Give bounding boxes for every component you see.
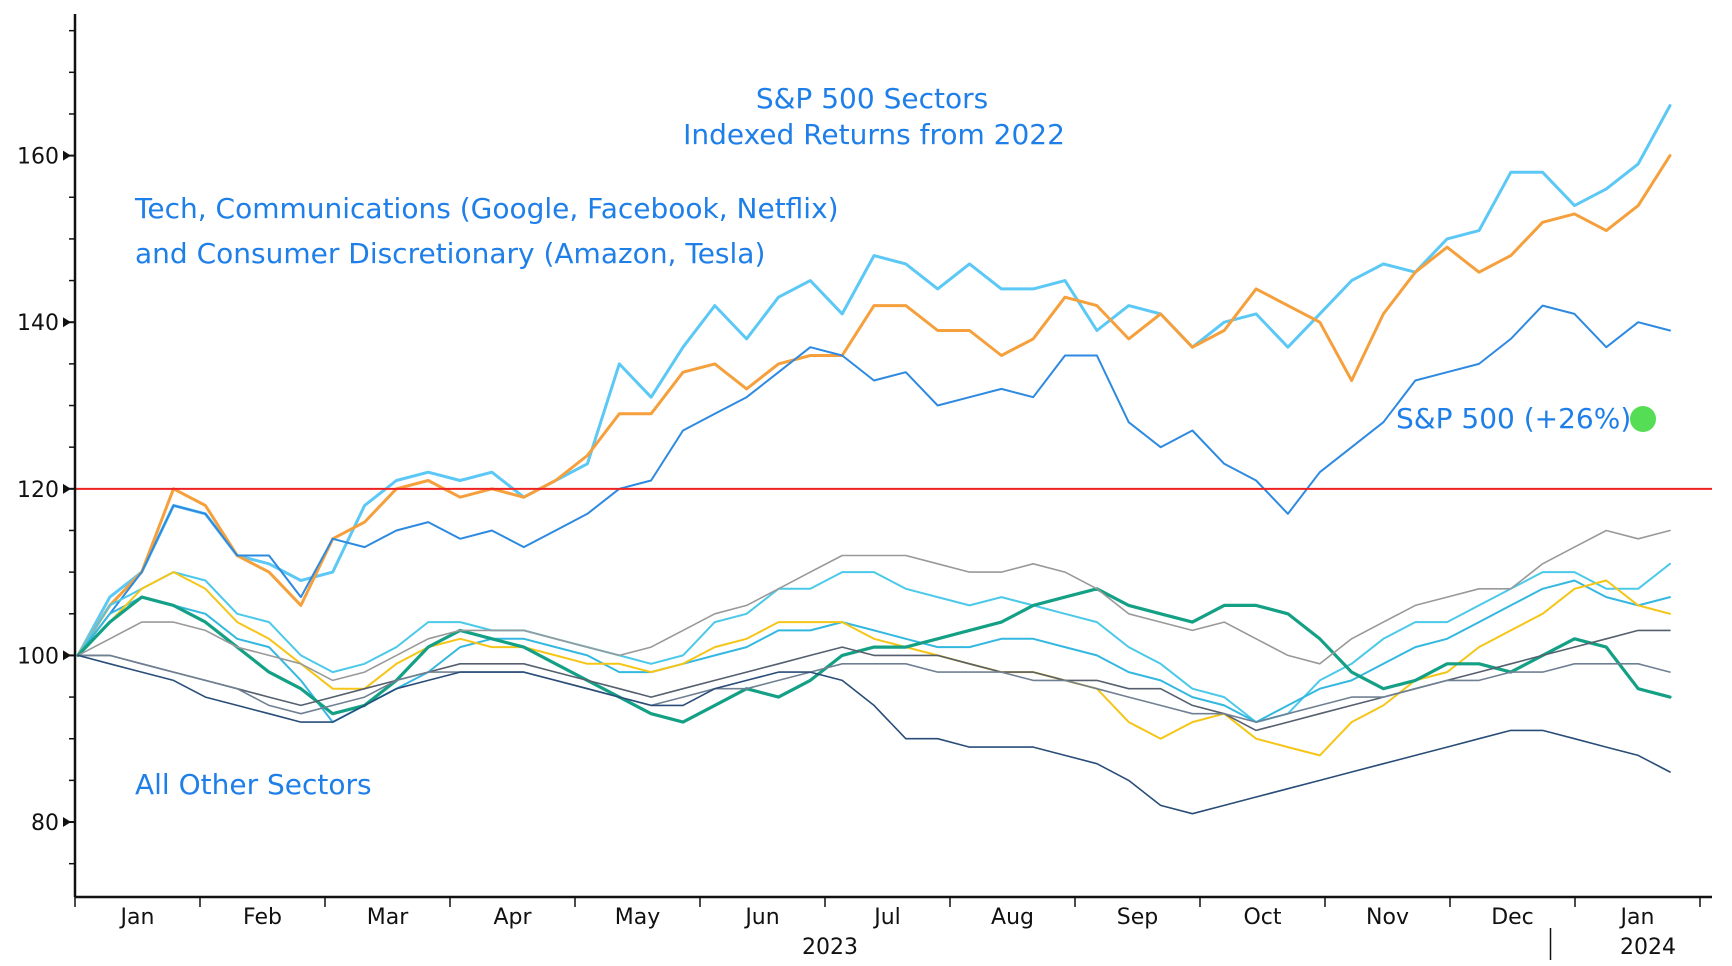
series-line-9 <box>77 629 1671 732</box>
sp500-marker <box>1630 406 1656 432</box>
y-tick-label: 140 <box>17 311 59 336</box>
y-tick-arrow <box>63 650 71 661</box>
x-month-label: Jan <box>1619 905 1655 930</box>
x-month-label: Mar <box>367 905 409 930</box>
sp500-label: S&P 500 (+26%) <box>1396 402 1631 435</box>
other-sectors-label: All Other Sectors <box>135 768 372 801</box>
x-year-label-2024: 2024 <box>1620 935 1676 960</box>
tech-group-label-line-2: and Consumer Discretionary (Amazon, Tesl… <box>135 237 765 270</box>
x-month-label: Feb <box>243 905 282 930</box>
y-tick-arrow <box>63 817 71 828</box>
tech-group-label-line-1: Tech, Communications (Google, Facebook, … <box>134 192 839 225</box>
x-month-label: Aug <box>991 905 1034 930</box>
y-tick-label: 80 <box>31 811 59 836</box>
series-line-6 <box>77 571 1671 757</box>
series-line-11 <box>77 654 1671 815</box>
y-tick-arrow <box>63 150 71 161</box>
y-tick-arrow <box>63 317 71 328</box>
y-tick-arrow <box>63 483 71 494</box>
chart-title-line-1: S&P 500 Sectors <box>756 82 988 115</box>
x-month-label: Nov <box>1366 905 1409 930</box>
series-line-7 <box>76 587 1672 724</box>
y-tick-label: 120 <box>17 478 59 503</box>
x-year-label-2023: 2023 <box>802 935 858 960</box>
y-tick-label: 100 <box>17 644 59 669</box>
x-month-label: Dec <box>1491 905 1534 930</box>
series-line-3 <box>77 304 1671 657</box>
x-month-label: May <box>615 905 660 930</box>
x-month-label: Oct <box>1243 905 1281 930</box>
series-line-10 <box>77 654 1671 723</box>
series-line-4 <box>77 562 1671 724</box>
series-line-1 <box>76 104 1672 657</box>
x-month-label: Jun <box>743 905 779 930</box>
series-line-8 <box>77 529 1671 682</box>
series-layer <box>76 104 1672 815</box>
x-month-label: Sep <box>1117 905 1158 930</box>
x-month-label: Jan <box>119 905 155 930</box>
series-line-2 <box>76 154 1672 657</box>
x-month-label: Apr <box>493 905 532 930</box>
x-month-label: Jul <box>872 905 901 930</box>
x-ticks: Jan Feb Mar Apr May Jun Jul Aug Sep Oct Nov Dec Jan 2… <box>74 897 1701 960</box>
y-tick-label: 160 <box>17 145 59 170</box>
chart-title-line-2: Indexed Returns from 2022 <box>683 118 1065 151</box>
y-ticks: 80 100 120 140 160 <box>17 29 75 865</box>
